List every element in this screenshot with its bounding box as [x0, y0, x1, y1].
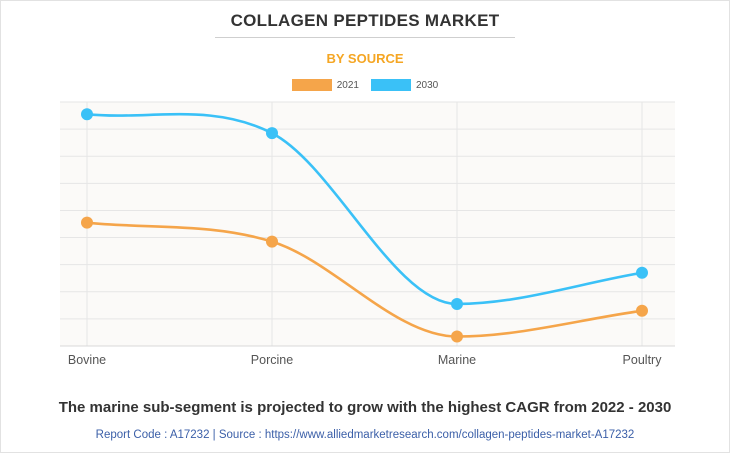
chart-caption: The marine sub-segment is projected to g…	[58, 399, 672, 416]
x-tick-label-poultry: Poultry	[623, 353, 663, 367]
chart-title: COLLAGEN PEPTIDES MARKET	[230, 11, 500, 30]
legend-label-2030: 2030	[416, 79, 439, 91]
x-tick-label-porcine: Porcine	[251, 353, 293, 367]
legend-swatch-2021	[291, 79, 332, 91]
data-point-2021-porcine	[266, 235, 278, 248]
legend-item-2021[interactable]: 2021	[291, 79, 359, 91]
data-point-2030-poultry	[636, 266, 648, 279]
data-point-2021-poultry	[636, 304, 648, 317]
series-line-2021	[85, 221, 644, 338]
legend-item-2030[interactable]: 2030	[371, 79, 438, 91]
x-tick-label-bovine: Bovine	[68, 353, 106, 367]
source-footer: Report Code : A17232 | Source : https://…	[95, 429, 635, 441]
data-point-2030-porcine	[266, 127, 278, 140]
series-line-2030	[85, 112, 644, 306]
legend: 2021 2030	[0, 79, 730, 91]
data-point-2021-bovine	[81, 216, 93, 229]
data-point-2030-marine	[451, 297, 463, 310]
data-point-2021-marine	[451, 330, 463, 343]
x-tick-label-marine: Marine	[438, 353, 476, 367]
legend-swatch-2030	[371, 79, 411, 91]
title-divider	[215, 37, 515, 38]
plot-background	[60, 102, 675, 346]
legend-label-2021: 2021	[336, 79, 359, 91]
chart-subtitle: BY SOURCE	[326, 51, 404, 66]
data-point-2030-bovine	[81, 108, 93, 121]
